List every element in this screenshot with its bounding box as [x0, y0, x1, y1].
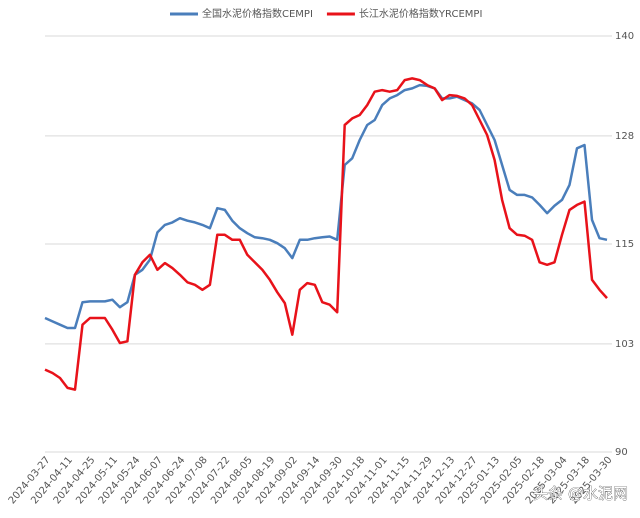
- y-tick-label: 103: [615, 339, 634, 350]
- legend-label: 长江水泥价格指数YRCEMPI: [359, 7, 482, 20]
- y-tick-label: 115: [615, 239, 634, 250]
- y-tick-label: 128: [615, 131, 634, 142]
- line-series: [44, 83, 608, 330]
- watermark: 头条 @水泥网: [533, 485, 628, 503]
- legend-label: 全国水泥价格指数CEMPI: [202, 7, 313, 20]
- y-tick-label: 90: [615, 447, 628, 458]
- y-tick-label: 140: [615, 31, 634, 42]
- line-series: [44, 77, 608, 391]
